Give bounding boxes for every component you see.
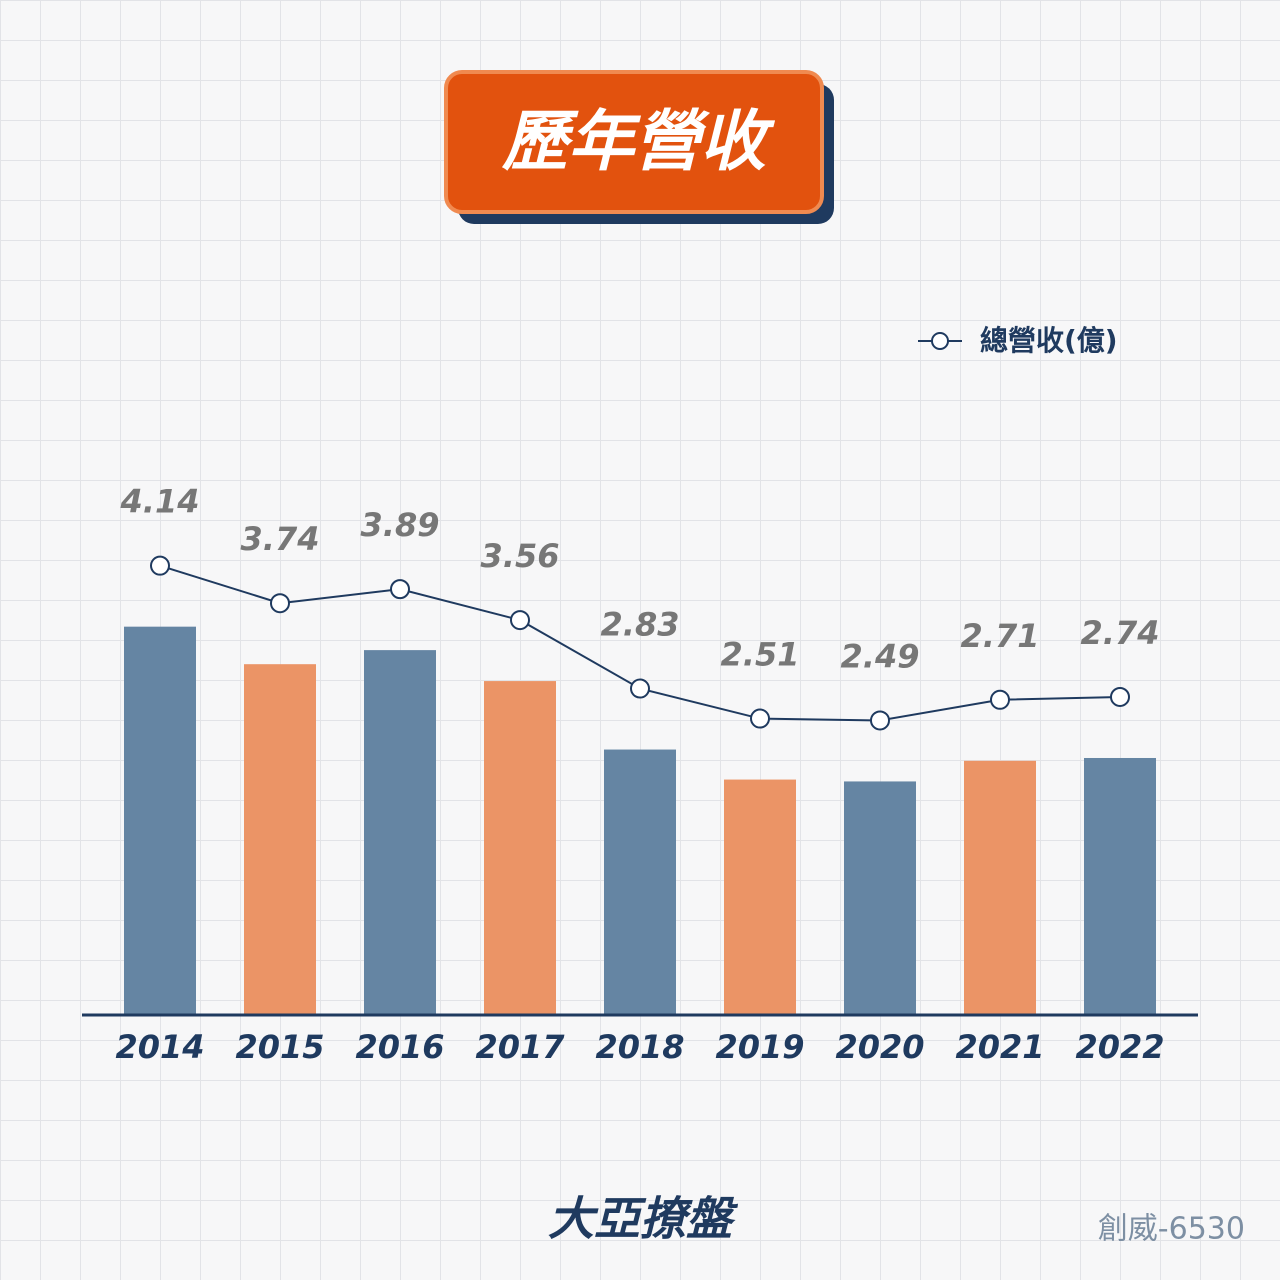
bar: [124, 626, 196, 1015]
line-point: [150, 555, 170, 576]
data-label: 3.89: [361, 506, 440, 544]
line-point: [270, 593, 290, 614]
data-label: 3.74: [241, 520, 320, 558]
legend-marker: [931, 332, 949, 350]
data-label: 2.51: [721, 636, 800, 674]
data-label: 2.74: [1081, 614, 1160, 652]
bar: [1084, 757, 1156, 1015]
line-point: [510, 610, 530, 631]
line-point: [630, 678, 650, 699]
line-point: [870, 710, 890, 731]
data-label: 2.49: [841, 637, 920, 675]
data-label: 3.56: [481, 537, 560, 575]
legend-label: 總營收(億): [980, 324, 1118, 357]
x-tick-label: 2021: [955, 1028, 1044, 1066]
data-label: 4.14: [120, 483, 200, 521]
x-tick-label: 2019: [715, 1028, 804, 1066]
brand: 大亞撩盤: [548, 1192, 739, 1246]
data-label: 2.83: [601, 606, 680, 644]
bar: [964, 760, 1036, 1015]
footer: 創威-6530: [1098, 1212, 1245, 1247]
bar: [724, 779, 796, 1015]
bar: [844, 781, 916, 1015]
x-tick-label: 2014: [115, 1028, 204, 1066]
data-label: 2.71: [961, 617, 1040, 655]
x-tick-label: 2022: [1075, 1028, 1164, 1066]
line-point: [1110, 686, 1130, 707]
bar: [604, 749, 676, 1015]
bar: [364, 650, 436, 1015]
x-tick-label: 2016: [355, 1028, 444, 1066]
x-tick-label: 2015: [235, 1028, 324, 1066]
x-tick-label: 2020: [835, 1028, 924, 1066]
x-tick-label: 2018: [595, 1028, 684, 1066]
line-point: [390, 579, 410, 600]
line-point: [990, 689, 1010, 710]
x-tick-label: 2017: [475, 1028, 565, 1066]
bar: [244, 664, 316, 1015]
title-box: [444, 70, 824, 214]
line-point: [750, 708, 770, 729]
bar: [484, 681, 556, 1015]
chart-title: 歷年營收: [501, 103, 776, 180]
